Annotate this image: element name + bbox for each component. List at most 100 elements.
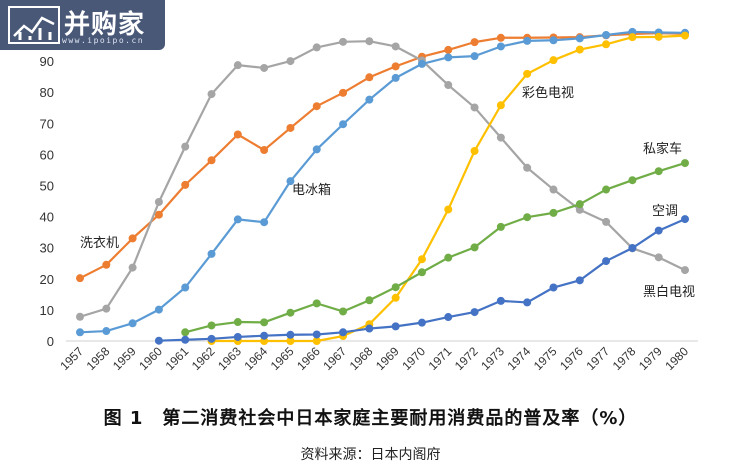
figure-caption: 图 1 第二消费社会中日本家庭主要耐用消费品的普及率（%）: [103, 408, 638, 429]
x-tick-label: 1980: [662, 344, 691, 373]
data-point: [496, 33, 505, 42]
x-tick-label: 1971: [426, 344, 455, 373]
data-point: [628, 176, 637, 185]
data-point: [365, 37, 374, 46]
data-point: [523, 69, 532, 78]
data-point: [628, 33, 637, 42]
data-point: [233, 332, 242, 341]
x-tick-label: 1961: [163, 344, 192, 373]
data-point: [391, 42, 400, 51]
y-tick-label: 60: [40, 147, 54, 162]
data-point: [654, 226, 663, 235]
y-tick-label: 30: [40, 241, 54, 256]
data-point: [312, 145, 321, 154]
label-ac: 空调: [652, 204, 678, 219]
data-point: [417, 268, 426, 277]
data-point: [681, 31, 689, 40]
data-point: [444, 313, 453, 322]
data-point: [470, 103, 479, 112]
data-point: [470, 308, 479, 317]
data-point: [549, 56, 558, 65]
label-colortv: 彩色电视: [522, 85, 574, 101]
data-point: [496, 101, 505, 110]
data-point: [102, 260, 111, 269]
data-point: [391, 283, 400, 292]
y-tick-label: 50: [40, 179, 54, 194]
logo-brand: 并购家: [64, 10, 146, 40]
x-tick-label: 1978: [610, 344, 639, 373]
data-point: [575, 34, 584, 43]
data-point: [470, 243, 479, 252]
y-tick-label: 70: [40, 116, 54, 131]
data-point: [339, 307, 348, 316]
watermark-logo: 并购家 www.ipoipo.cn: [0, 0, 165, 50]
data-point: [339, 120, 348, 129]
label-car: 私家车: [643, 141, 682, 157]
data-point: [523, 298, 532, 307]
data-point: [233, 61, 242, 70]
x-tick-label: 1975: [531, 344, 560, 373]
data-point: [654, 32, 663, 41]
data-point: [207, 334, 216, 343]
x-tick-label: 1970: [399, 344, 428, 373]
data-point: [286, 57, 295, 66]
data-point: [391, 62, 400, 71]
data-point: [470, 52, 479, 61]
x-tick-label: 1962: [189, 344, 218, 373]
data-point: [260, 63, 269, 72]
data-point: [181, 283, 190, 292]
data-point: [549, 185, 558, 194]
data-point: [365, 324, 374, 333]
data-point: [181, 142, 190, 151]
data-point: [207, 90, 216, 99]
data-point: [365, 73, 374, 82]
data-point: [575, 205, 584, 214]
data-point: [207, 249, 216, 258]
data-point: [76, 328, 84, 337]
chart-area: 0102030405060708090195719581959196019611…: [40, 27, 698, 373]
x-tick-label: 1967: [320, 344, 349, 373]
data-point: [602, 40, 611, 49]
x-tick-label: 1959: [110, 344, 139, 373]
data-point: [602, 185, 611, 194]
data-point: [286, 123, 295, 132]
figure-source: 资料来源：日本内阁府: [300, 447, 441, 463]
data-point: [575, 45, 584, 54]
data-point: [207, 321, 216, 330]
y-tick-label: 40: [40, 210, 54, 225]
data-point: [444, 45, 453, 54]
data-point: [365, 95, 374, 104]
data-point: [602, 257, 611, 266]
data-point: [602, 217, 611, 226]
data-point: [260, 318, 269, 327]
data-point: [207, 156, 216, 165]
x-tick-label: 1969: [373, 344, 402, 373]
y-tick-label: 0: [47, 334, 54, 349]
data-point: [286, 177, 295, 186]
data-point: [128, 263, 137, 272]
label-bwtv: 黑白电视: [643, 284, 695, 300]
x-tick-label: 1974: [505, 344, 534, 373]
data-point: [444, 53, 453, 62]
data-point: [154, 197, 163, 206]
data-point: [470, 146, 479, 155]
data-point: [260, 218, 269, 227]
data-point: [391, 73, 400, 82]
data-point: [286, 308, 295, 317]
x-tick-label: 1963: [215, 344, 244, 373]
data-point: [549, 283, 558, 292]
series-line-2: [79, 30, 686, 334]
data-point: [154, 305, 163, 314]
data-point: [76, 274, 84, 283]
data-point: [312, 299, 321, 308]
data-point: [312, 330, 321, 339]
x-tick-label: 1972: [452, 344, 481, 373]
data-point: [233, 318, 242, 327]
data-point: [417, 59, 426, 68]
data-point: [496, 222, 505, 231]
x-tick-label: 1958: [84, 344, 113, 373]
data-point: [128, 234, 137, 243]
data-point: [339, 88, 348, 97]
data-point: [312, 102, 321, 111]
logo-url: www.ipoipo.cn: [62, 36, 145, 45]
